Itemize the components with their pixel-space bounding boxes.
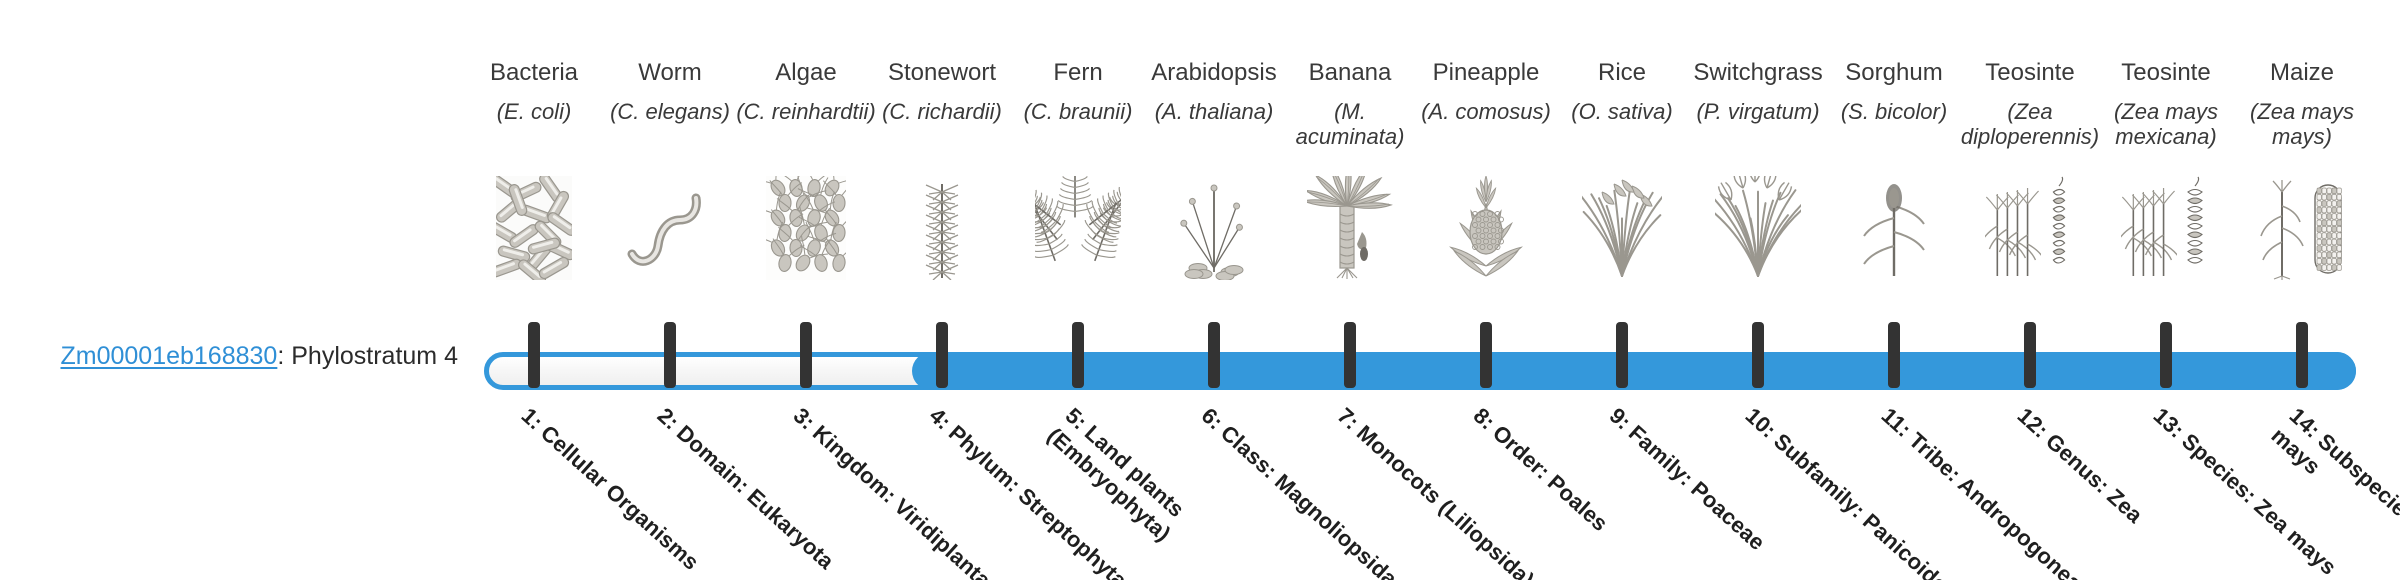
phylostratum-tick[interactable] — [1344, 322, 1356, 388]
species-column: Teosinte (Zea diploperennis) 12: Genus: Z… — [1961, 0, 2148, 580]
species-column: Pineapple (A. comosus) 8: Order: Poales — [1418, 0, 1613, 580]
fern-icon — [1010, 176, 1146, 280]
gene-phylostratum-label: Zm00001eb168830: Phylostratum 4 — [38, 344, 458, 369]
species-latin-name: (M. acuminata) — [1295, 99, 1405, 149]
species-latin-name: (C. richardii) — [882, 99, 1002, 124]
species-column: Sorghum (S. bicolor) 11: Tribe: Andropogo… — [1826, 0, 2096, 580]
algae-icon — [738, 176, 874, 280]
species-column: Rice (O. sativa) 9: Family: Poaceae — [1554, 0, 1770, 580]
phylostratum-bar-fill-extension — [931, 352, 2335, 390]
switchgrass-icon — [1690, 176, 1826, 280]
species-common-name: Maize — [2269, 59, 2335, 86]
phylostratum-value-text: Phylostratum 4 — [291, 342, 458, 370]
species-column: Bacteria (E. coli) — [466, 0, 704, 580]
species-latin-name: (E. coli) — [496, 99, 572, 124]
species-columns: Bacteria (E. coli) — [466, 0, 2400, 580]
species-common-name: Switchgrass — [1693, 59, 1823, 86]
species-common-name: Teosinte — [2121, 59, 2211, 86]
maize-icon — [2234, 176, 2370, 280]
teosinte-mexicana-icon — [2098, 176, 2234, 280]
species-common-name: Sorghum — [1845, 59, 1943, 86]
species-common-name: Worm — [638, 59, 702, 86]
species-common-name: Stonewort — [887, 59, 997, 86]
bacteria-icon — [466, 176, 602, 280]
phylostratum-tick[interactable] — [664, 322, 676, 388]
species-column: Stonewort (C. richardii) 4: Phylum: Strep… — [874, 0, 1132, 580]
phylostratum-tick[interactable] — [2296, 322, 2308, 388]
phylostratum-tick[interactable] — [2160, 322, 2172, 388]
species-column: Teosinte (Zea mays mexicana) 13: Species:… — [2098, 0, 2341, 580]
species-column: Maize(Zea mays mays) 14: Subspecies: Zea… — [2234, 0, 2400, 580]
species-column: Banana (M. acuminata) 7: Monocots (Liliop… — [1282, 0, 1540, 580]
species-common-name: Bacteria — [489, 59, 579, 86]
species-common-name: Pineapple — [1432, 59, 1540, 86]
phylostratum-tick[interactable] — [1616, 322, 1628, 388]
phylostratum-tick[interactable] — [2024, 322, 2036, 388]
species-column: Arabidopsis (A. thaliana) 6: Class: Magno… — [1146, 0, 1402, 580]
sorghum-icon — [1826, 176, 1962, 280]
stonewort-icon — [874, 176, 1010, 280]
phylostratum-tick[interactable] — [528, 322, 540, 388]
species-latin-name: (C. elegans) — [610, 99, 730, 124]
worm-icon — [602, 176, 738, 280]
species-column: Algae (C. reinhardtii) — [736, 0, 1005, 580]
species-latin-name: (A. thaliana) — [1154, 99, 1274, 124]
phylostratum-tick[interactable] — [936, 322, 948, 388]
pineapple-icon — [1418, 176, 1554, 280]
species-latin-name: (Zea mays mays) — [2250, 99, 2354, 149]
rice-icon — [1554, 176, 1690, 280]
arabidopsis-icon — [1146, 176, 1282, 280]
phylostratum-tick[interactable] — [1480, 322, 1492, 388]
phylostratum-tick[interactable] — [1888, 322, 1900, 388]
species-common-name: Rice — [1597, 59, 1646, 86]
banana-icon — [1282, 176, 1418, 280]
species-common-name: Teosinte — [1985, 59, 2075, 86]
phylostratum-tick[interactable] — [1208, 322, 1220, 388]
species-latin-name: (Zea diploperennis) — [1960, 99, 2100, 149]
phylostratum-tick[interactable] — [800, 322, 812, 388]
species-common-name: Arabidopsis — [1151, 59, 1277, 86]
species-common-name: Algae — [775, 59, 837, 86]
species-column: Switchgrass (P. virgatum) 10: Subfamily: … — [1690, 0, 1971, 580]
phylostratum-tick[interactable] — [1752, 322, 1764, 388]
species-latin-name: (O. sativa) — [1571, 99, 1673, 124]
species-latin-name: (C. reinhardtii) — [736, 99, 876, 124]
species-common-name: Banana — [1308, 59, 1392, 86]
species-latin-name: (A. comosus) — [1421, 99, 1551, 124]
gene-label-separator: : — [277, 342, 292, 370]
gene-id-link[interactable]: Zm00001eb168830 — [60, 342, 278, 370]
species-latin-name: (Zea mays mexicana) — [2114, 99, 2218, 149]
species-latin-name: (S. bicolor) — [1840, 99, 1948, 124]
species-common-name: Fern — [1053, 59, 1103, 86]
species-latin-name: (P. virgatum) — [1696, 99, 1820, 124]
species-latin-name: (C. braunii) — [1023, 99, 1133, 124]
teosinte-diploperennis-icon — [1962, 176, 2098, 280]
species-column: Worm (C. elegans) 2: Domain: Eukaryota — [602, 0, 839, 580]
phylostratum-tick[interactable] — [1072, 322, 1084, 388]
species-column: Fern (C. braunii) 5: Land plants (Embryop… — [1010, 0, 1190, 580]
